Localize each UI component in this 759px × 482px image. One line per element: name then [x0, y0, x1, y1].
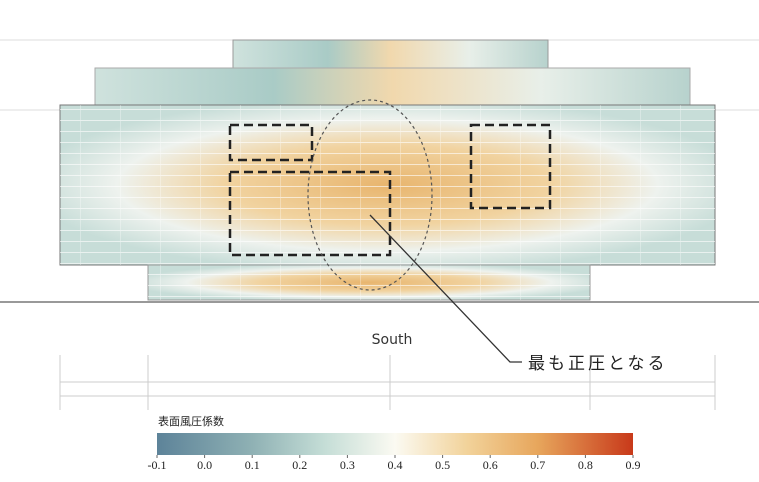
colorbar: [157, 433, 633, 455]
colorbar-tick-label: 0.9: [626, 458, 641, 472]
colorbar-tick-label: 0.2: [292, 458, 307, 472]
colorbar-tick-label: 0.6: [483, 458, 498, 472]
colorbar-tick-label: 0.3: [340, 458, 355, 472]
colorbar-tick-label: 0.8: [578, 458, 593, 472]
colorbar-tick-label: -0.1: [148, 458, 167, 472]
page: South 最も正圧となる 表面風圧係数 -0.1 0.0 0.1 0.2 0.3 0.4…: [0, 0, 759, 482]
colorbar-tick-label: 0.1: [245, 458, 260, 472]
colorbar-tick-label: 0.7: [530, 458, 545, 472]
colorbar-tick-label: 0.4: [388, 458, 403, 472]
callout: 最も正圧となる: [528, 354, 668, 374]
direction-label: South: [372, 332, 413, 348]
diagram: South 最も正圧となる 表面風圧係数 -0.1 0.0 0.1 0.2 0.3 0.4…: [0, 0, 759, 482]
colorbar-tick-label: 0.5: [435, 458, 450, 472]
legend-title: 表面風圧係数: [158, 414, 224, 428]
colorbar-tick-label: 0.0: [197, 458, 212, 472]
